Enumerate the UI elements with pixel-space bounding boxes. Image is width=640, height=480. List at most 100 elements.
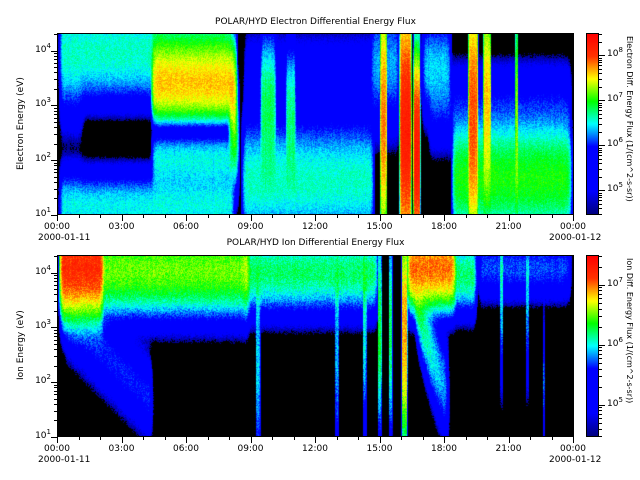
x-minor-tick: [552, 437, 553, 440]
x-minor-tick: [487, 215, 488, 218]
x-major-tick: [57, 215, 58, 221]
y-minor-tick: [54, 340, 57, 341]
x-major-tick: [444, 215, 445, 221]
y-minor-tick: [54, 118, 57, 119]
colorbar-minor-tick: [599, 436, 602, 437]
electron-start-date: 2000-01-11: [38, 233, 91, 243]
x-tick-label: 18:00: [431, 222, 457, 232]
ion-spectrogram-plot: [57, 255, 574, 437]
colorbar-minor-tick: [599, 105, 602, 106]
y-minor-tick: [54, 127, 57, 128]
x-tick-label: 09:00: [237, 222, 264, 232]
x-minor-tick: [79, 437, 80, 440]
x-minor-tick: [423, 437, 424, 440]
x-tick-label: 03:00: [108, 222, 135, 232]
y-major-tick: [51, 273, 57, 274]
y-minor-tick: [54, 134, 57, 135]
colorbar-minor-tick: [599, 110, 602, 111]
colorbar-minor-tick: [599, 152, 602, 153]
colorbar-minor-tick: [599, 150, 602, 151]
colorbar-tick-label: 108: [607, 46, 623, 60]
x-tick-label: 18:00: [431, 444, 457, 454]
y-minor-tick: [54, 34, 57, 35]
colorbar-minor-tick: [599, 132, 602, 133]
x-tick-label: 00:00: [44, 444, 70, 454]
y-minor-tick: [54, 275, 57, 276]
y-minor-tick: [54, 278, 57, 279]
y-minor-tick: [54, 72, 57, 73]
electron-spectrogram-plot: [57, 33, 574, 215]
y-minor-tick: [54, 294, 57, 295]
colorbar-major-tick: [599, 285, 605, 286]
x-tick-label: 15:00: [366, 222, 393, 232]
y-minor-tick: [54, 59, 57, 60]
y-minor-tick: [54, 144, 57, 145]
y-minor-tick: [54, 336, 57, 337]
x-minor-tick: [100, 437, 101, 440]
colorbar-minor-tick: [599, 347, 602, 348]
colorbar-minor-tick: [599, 290, 602, 291]
y-minor-tick: [54, 391, 57, 392]
y-minor-tick: [54, 198, 57, 199]
y-minor-tick: [54, 330, 57, 331]
colorbar-minor-tick: [599, 124, 602, 125]
y-major-tick: [51, 215, 57, 216]
x-minor-tick: [272, 437, 273, 440]
x-tick-label: 09:00: [237, 444, 264, 454]
electron-colorbar-label: Electron Diff. Energy Flux (1/(cm^2-s-sr…: [625, 36, 634, 202]
colorbar-minor-tick: [599, 103, 602, 104]
x-minor-tick: [466, 215, 467, 218]
x-tick-label: 12:00: [302, 222, 328, 232]
colorbar-tick-label: 106: [607, 335, 623, 349]
colorbar-tick-label: 105: [607, 395, 623, 409]
colorbar-minor-tick: [599, 62, 602, 63]
colorbar-tick-label: 107: [607, 275, 623, 289]
x-minor-tick: [229, 437, 230, 440]
colorbar-minor-tick: [599, 69, 602, 70]
y-minor-tick: [54, 122, 57, 123]
y-minor-tick: [54, 366, 57, 367]
y-major-tick: [51, 437, 57, 438]
y-minor-tick: [54, 53, 57, 54]
colorbar-tick-label: 106: [607, 136, 623, 150]
x-minor-tick: [100, 215, 101, 218]
y-minor-tick: [54, 394, 57, 395]
x-tick-label: 21:00: [495, 444, 522, 454]
y-minor-tick: [54, 311, 57, 312]
x-major-tick: [509, 437, 510, 443]
colorbar-minor-tick: [599, 256, 602, 257]
ion-panel-title: POLAR/HYD Ion Differential Energy Flux: [226, 238, 405, 248]
y-major-tick: [51, 51, 57, 52]
electron-end-date: 2000-01-12: [549, 233, 602, 243]
colorbar-minor-tick: [599, 287, 602, 288]
x-major-tick: [444, 437, 445, 443]
colorbar-minor-tick: [599, 79, 602, 80]
x-major-tick: [509, 215, 510, 221]
y-minor-tick: [54, 163, 57, 164]
x-major-tick: [122, 215, 123, 221]
ion-end-date: 2000-01-12: [549, 455, 602, 465]
x-major-tick: [315, 437, 316, 443]
y-minor-tick: [54, 177, 57, 178]
y-tick-label: 103: [35, 96, 51, 110]
x-major-tick: [122, 437, 123, 443]
x-minor-tick: [79, 215, 80, 218]
y-minor-tick: [54, 301, 57, 302]
x-major-tick: [251, 215, 252, 221]
x-minor-tick: [337, 215, 338, 218]
colorbar-minor-tick: [599, 309, 602, 310]
x-tick-label: 00:00: [560, 444, 586, 454]
colorbar-minor-tick: [599, 195, 602, 196]
colorbar-minor-tick: [599, 267, 602, 268]
colorbar-minor-tick: [599, 214, 602, 215]
x-major-tick: [186, 215, 187, 221]
ion-colorbar-label: Ion Diff. Energy Flux (1/(cm^2-s-sr)): [625, 258, 634, 404]
x-minor-tick: [294, 215, 295, 218]
colorbar-minor-tick: [599, 294, 602, 295]
colorbar-minor-tick: [599, 429, 602, 430]
colorbar-minor-tick: [599, 414, 602, 415]
x-minor-tick: [143, 437, 144, 440]
y-minor-tick: [54, 67, 57, 68]
colorbar-minor-tick: [599, 298, 602, 299]
colorbar-minor-tick: [599, 159, 602, 160]
